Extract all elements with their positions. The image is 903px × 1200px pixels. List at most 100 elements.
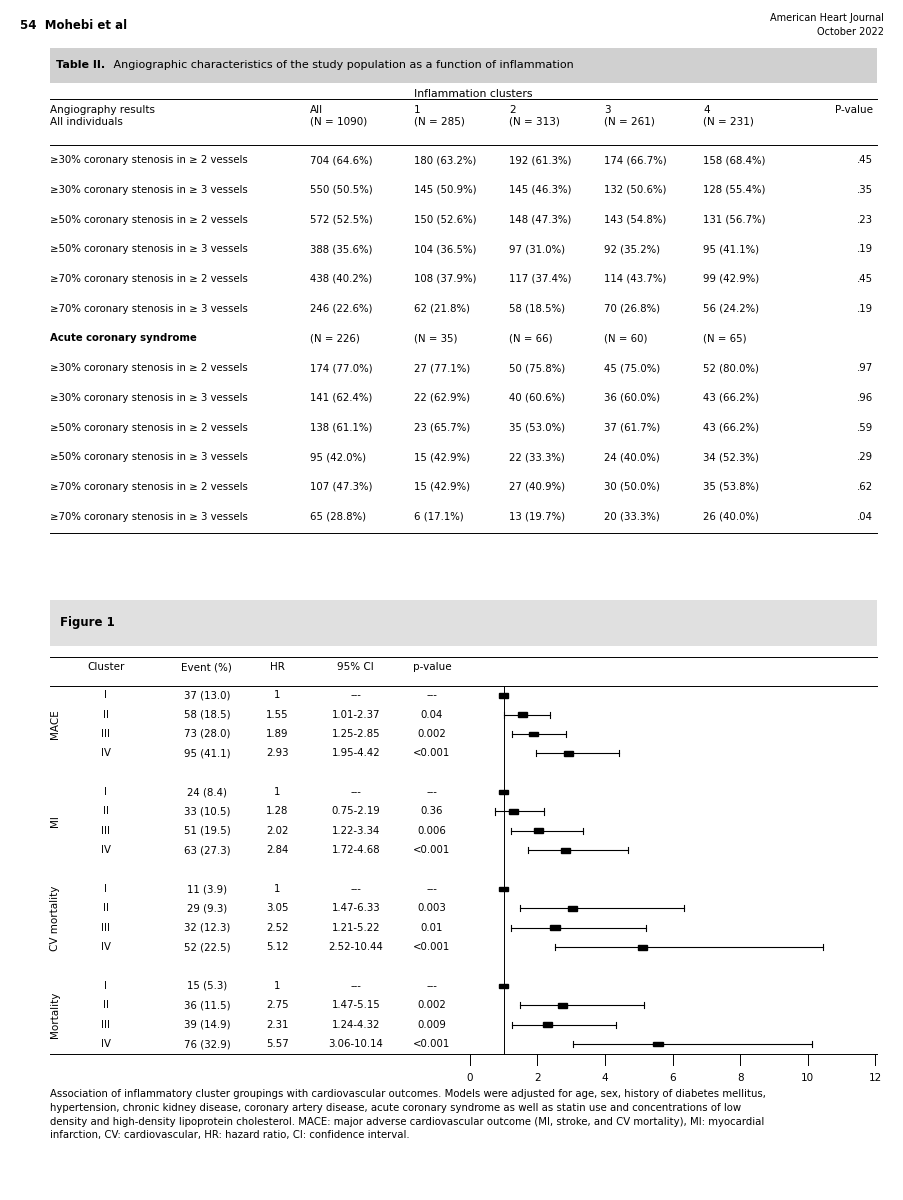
Text: 1
(N = 285): 1 (N = 285) bbox=[414, 104, 464, 127]
Text: 1.55: 1.55 bbox=[265, 709, 288, 720]
Text: 438 (40.2%): 438 (40.2%) bbox=[310, 274, 372, 284]
Text: 1.01-2.37: 1.01-2.37 bbox=[331, 709, 379, 720]
Text: 2
(N = 313): 2 (N = 313) bbox=[508, 104, 559, 127]
Text: 62 (21.8%): 62 (21.8%) bbox=[414, 304, 470, 313]
Text: (N = 226): (N = 226) bbox=[310, 334, 359, 343]
Text: 0.006: 0.006 bbox=[417, 826, 446, 836]
Text: III: III bbox=[101, 728, 110, 739]
Text: 34 (52.3%): 34 (52.3%) bbox=[703, 452, 759, 462]
Text: 1.22-3.34: 1.22-3.34 bbox=[331, 826, 379, 836]
Text: ≥30% coronary stenosis in ≥ 3 vessels: ≥30% coronary stenosis in ≥ 3 vessels bbox=[50, 392, 247, 403]
Text: ≥70% coronary stenosis in ≥ 2 vessels: ≥70% coronary stenosis in ≥ 2 vessels bbox=[50, 482, 247, 492]
Text: CV mortality: CV mortality bbox=[50, 886, 60, 950]
Text: 36 (60.0%): 36 (60.0%) bbox=[603, 392, 659, 403]
Text: 11 (3.9): 11 (3.9) bbox=[187, 884, 227, 894]
Text: 99 (42.9%): 99 (42.9%) bbox=[703, 274, 759, 284]
Text: ---: --- bbox=[350, 787, 361, 797]
Text: ---: --- bbox=[350, 980, 361, 991]
Text: 26 (40.0%): 26 (40.0%) bbox=[703, 511, 759, 522]
Text: 50 (75.8%): 50 (75.8%) bbox=[508, 364, 564, 373]
Text: 15 (42.9%): 15 (42.9%) bbox=[414, 482, 470, 492]
Text: 150 (52.6%): 150 (52.6%) bbox=[414, 215, 476, 224]
Text: 97 (31.0%): 97 (31.0%) bbox=[508, 245, 564, 254]
Text: .19: .19 bbox=[856, 245, 871, 254]
Text: 24 (40.0%): 24 (40.0%) bbox=[603, 452, 659, 462]
Text: ≥30% coronary stenosis in ≥ 3 vessels: ≥30% coronary stenosis in ≥ 3 vessels bbox=[50, 185, 247, 194]
Text: 45 (75.0%): 45 (75.0%) bbox=[603, 364, 659, 373]
Text: 1.24-4.32: 1.24-4.32 bbox=[331, 1020, 379, 1030]
Bar bbox=[498, 692, 507, 697]
Text: 15 (42.9%): 15 (42.9%) bbox=[414, 452, 470, 462]
Text: 1.47-6.33: 1.47-6.33 bbox=[331, 904, 379, 913]
Text: 6: 6 bbox=[668, 1073, 675, 1084]
Text: 6 (17.1%): 6 (17.1%) bbox=[414, 511, 463, 522]
Text: .62: .62 bbox=[856, 482, 871, 492]
Bar bbox=[563, 751, 573, 756]
Text: Acute coronary syndrome: Acute coronary syndrome bbox=[50, 334, 196, 343]
Text: MI: MI bbox=[50, 815, 60, 827]
Text: I: I bbox=[105, 690, 107, 701]
Text: II: II bbox=[103, 709, 109, 720]
Text: 2.02: 2.02 bbox=[265, 826, 288, 836]
Text: 3.05: 3.05 bbox=[265, 904, 288, 913]
Bar bbox=[517, 713, 526, 716]
Text: <0.001: <0.001 bbox=[413, 749, 450, 758]
Text: 24 (8.4): 24 (8.4) bbox=[187, 787, 227, 797]
Text: 8: 8 bbox=[736, 1073, 742, 1084]
Text: Event (%): Event (%) bbox=[182, 662, 232, 672]
Text: 1.89: 1.89 bbox=[265, 728, 288, 739]
Text: 36 (11.5): 36 (11.5) bbox=[183, 1001, 230, 1010]
Text: ≥50% coronary stenosis in ≥ 3 vessels: ≥50% coronary stenosis in ≥ 3 vessels bbox=[50, 452, 247, 462]
Text: 128 (55.4%): 128 (55.4%) bbox=[703, 185, 765, 194]
Text: 27 (40.9%): 27 (40.9%) bbox=[508, 482, 564, 492]
Text: 1.25-2.85: 1.25-2.85 bbox=[331, 728, 379, 739]
Text: 1.72-4.68: 1.72-4.68 bbox=[331, 845, 379, 856]
Text: IV: IV bbox=[101, 1039, 111, 1049]
Text: 22 (33.3%): 22 (33.3%) bbox=[508, 452, 564, 462]
Text: I: I bbox=[105, 980, 107, 991]
Text: .45: .45 bbox=[856, 274, 871, 284]
Text: 76 (32.9): 76 (32.9) bbox=[183, 1039, 230, 1049]
Text: .29: .29 bbox=[856, 452, 871, 462]
Text: 0.36: 0.36 bbox=[420, 806, 442, 816]
Bar bbox=[543, 1022, 552, 1027]
Text: ≥70% coronary stenosis in ≥ 3 vessels: ≥70% coronary stenosis in ≥ 3 vessels bbox=[50, 511, 247, 522]
Text: MACE: MACE bbox=[50, 709, 60, 739]
Text: 0: 0 bbox=[466, 1073, 472, 1084]
Text: 1.28: 1.28 bbox=[265, 806, 288, 816]
Text: ---: --- bbox=[350, 690, 361, 701]
Text: 141 (62.4%): 141 (62.4%) bbox=[310, 392, 372, 403]
Text: 58 (18.5%): 58 (18.5%) bbox=[508, 304, 564, 313]
Text: 95 (41.1%): 95 (41.1%) bbox=[703, 245, 759, 254]
Text: <0.001: <0.001 bbox=[413, 942, 450, 952]
Text: IV: IV bbox=[101, 942, 111, 952]
Text: I: I bbox=[105, 884, 107, 894]
Text: 143 (54.8%): 143 (54.8%) bbox=[603, 215, 666, 224]
Text: 0.01: 0.01 bbox=[420, 923, 442, 932]
Text: 0.04: 0.04 bbox=[420, 709, 442, 720]
Text: 95 (42.0%): 95 (42.0%) bbox=[310, 452, 366, 462]
Text: 13 (19.7%): 13 (19.7%) bbox=[508, 511, 564, 522]
Text: 92 (35.2%): 92 (35.2%) bbox=[603, 245, 659, 254]
Bar bbox=[498, 790, 507, 794]
Text: ---: --- bbox=[426, 690, 437, 701]
Text: IV: IV bbox=[101, 749, 111, 758]
Text: ---: --- bbox=[426, 884, 437, 894]
Text: 145 (50.9%): 145 (50.9%) bbox=[414, 185, 476, 194]
Text: 107 (47.3%): 107 (47.3%) bbox=[310, 482, 372, 492]
Text: 1: 1 bbox=[274, 690, 280, 701]
Text: 39 (14.9): 39 (14.9) bbox=[183, 1020, 230, 1030]
Text: Angiography results
All individuals: Angiography results All individuals bbox=[50, 104, 154, 127]
Text: 192 (61.3%): 192 (61.3%) bbox=[508, 155, 571, 166]
Bar bbox=[653, 1042, 662, 1046]
Text: 550 (50.5%): 550 (50.5%) bbox=[310, 185, 373, 194]
Text: 23 (65.7%): 23 (65.7%) bbox=[414, 422, 470, 432]
Text: ---: --- bbox=[426, 980, 437, 991]
Text: 27 (77.1%): 27 (77.1%) bbox=[414, 364, 470, 373]
Text: p-value: p-value bbox=[412, 662, 451, 672]
Text: 33 (10.5): 33 (10.5) bbox=[183, 806, 230, 816]
Text: 73 (28.0): 73 (28.0) bbox=[183, 728, 230, 739]
Text: (N = 60): (N = 60) bbox=[603, 334, 647, 343]
Text: 32 (12.3): 32 (12.3) bbox=[183, 923, 229, 932]
Text: ≥30% coronary stenosis in ≥ 2 vessels: ≥30% coronary stenosis in ≥ 2 vessels bbox=[50, 155, 247, 166]
